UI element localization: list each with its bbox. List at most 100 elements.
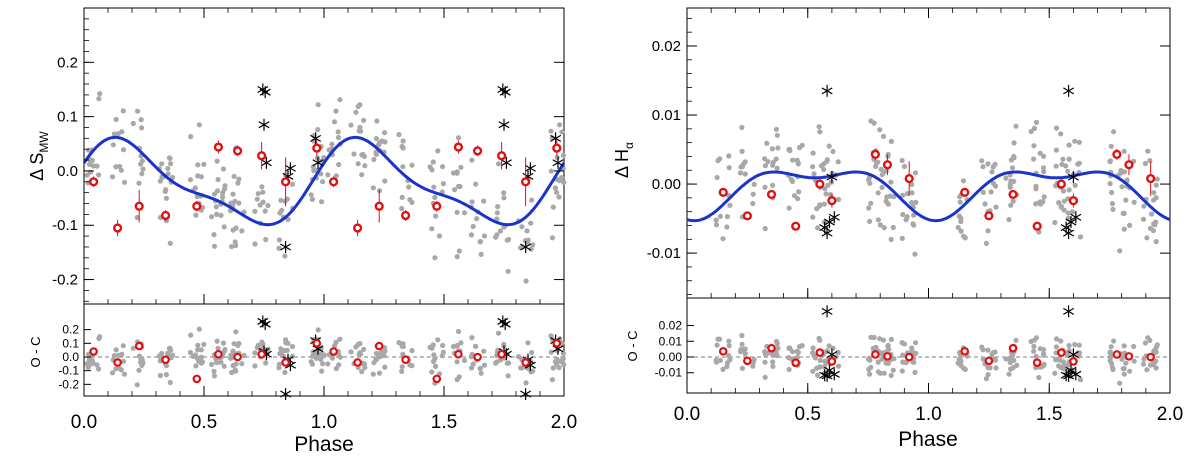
- gray-point: [163, 195, 169, 201]
- left-main-plot: -0.2 -0.1 0.0 0.1 0.2 Δ SMW: [27, 7, 567, 305]
- binned-point: [353, 223, 363, 233]
- gray-point: [239, 228, 245, 234]
- gray-point: [220, 194, 226, 200]
- residual-gray-point: [1053, 336, 1060, 342]
- residual-gray-point: [1054, 356, 1060, 362]
- gray-point: [561, 179, 567, 185]
- gray-point: [1003, 175, 1009, 181]
- gray-point: [958, 228, 964, 234]
- binned-point: [766, 189, 777, 200]
- residual-gray-point: [826, 343, 832, 349]
- gray-point: [96, 96, 102, 102]
- binned-point: [960, 187, 970, 197]
- residual-gray-point: [1142, 340, 1148, 346]
- gray-point: [548, 128, 554, 134]
- right-y-axis-label-sub: α: [622, 142, 636, 149]
- residual-gray-point: [888, 372, 894, 378]
- gray-point: [452, 187, 458, 193]
- gray-point: [1122, 169, 1128, 175]
- gray-point: [494, 210, 500, 216]
- residual-gray-point: [1131, 358, 1137, 364]
- left-residual-binned-points: [89, 339, 562, 384]
- gray-point: [478, 251, 484, 257]
- right-star-points: [819, 84, 1082, 240]
- residual-gray-point: [454, 359, 460, 365]
- binned-point: [88, 177, 99, 187]
- gray-point: [497, 228, 503, 234]
- residual-gray-point: [770, 363, 776, 369]
- gray-point: [879, 172, 885, 178]
- residual-gray-point: [1066, 348, 1072, 354]
- residual-gray-point: [375, 352, 382, 358]
- gray-point: [222, 183, 228, 189]
- gray-point: [714, 174, 720, 181]
- gray-point: [1031, 125, 1037, 131]
- residual-gray-point: [835, 349, 841, 355]
- gray-point: [113, 164, 119, 170]
- residual-gray-point: [400, 341, 406, 347]
- residual-gray-point: [470, 361, 476, 367]
- gray-point: [1065, 168, 1071, 174]
- left-residual-gray-points: [84, 326, 567, 388]
- gray-point: [1058, 204, 1064, 210]
- gray-point: [407, 197, 413, 203]
- gray-point: [1121, 148, 1127, 154]
- residual-gray-point: [890, 367, 896, 373]
- residual-gray-point: [193, 363, 199, 369]
- residual-binned-point: [1008, 343, 1018, 353]
- right-fit-curve: [686, 170, 1171, 223]
- gray-point: [957, 199, 963, 205]
- gray-point: [440, 164, 446, 170]
- gray-point: [888, 236, 894, 243]
- residual-gray-point: [739, 341, 745, 347]
- residual-gray-point: [473, 343, 479, 349]
- residual-gray-point: [774, 341, 780, 347]
- residual-gray-point: [399, 368, 405, 374]
- residual-binned-point: [1032, 358, 1042, 367]
- star-point: [258, 118, 270, 131]
- residual-star-point: [828, 368, 840, 381]
- gray-point: [909, 200, 915, 206]
- gray-point: [86, 161, 93, 167]
- gray-point: [1121, 226, 1127, 232]
- residual-gray-point: [166, 345, 172, 351]
- gray-point: [559, 129, 565, 135]
- residual-gray-point: [134, 382, 140, 388]
- residual-star-point: [280, 388, 292, 400]
- gray-point: [727, 202, 733, 208]
- gray-point: [990, 164, 996, 170]
- gray-point: [168, 161, 174, 167]
- gray-point: [454, 209, 460, 215]
- gray-point: [879, 184, 885, 191]
- gray-point: [121, 179, 128, 185]
- gray-point: [762, 226, 768, 232]
- x-tick-label: 1.0: [311, 412, 337, 433]
- gray-point: [762, 163, 769, 169]
- gray-point: [824, 157, 831, 163]
- gray-point: [556, 194, 562, 200]
- binned-point: [453, 142, 464, 152]
- residual-gray-point: [120, 343, 126, 349]
- residual-gray-point: [548, 333, 554, 339]
- residual-gray-point: [336, 362, 342, 368]
- y-tick-label: -0.1: [52, 217, 78, 234]
- residual-gray-point: [810, 368, 816, 374]
- gray-point: [519, 224, 525, 230]
- residual-y-tick-label: 0.00: [659, 350, 683, 364]
- x-tick-label: 1.5: [1036, 404, 1062, 425]
- binned-point: [1068, 196, 1079, 206]
- gray-point: [1041, 153, 1047, 159]
- gray-point: [715, 158, 721, 164]
- residual-gray-point: [525, 340, 531, 346]
- gray-point: [481, 198, 487, 204]
- right-residual-plot: -0.01 0.00 0.010.02 O - C: [625, 297, 1171, 394]
- gray-point: [315, 102, 321, 108]
- star-point: [260, 156, 272, 169]
- gray-point: [796, 189, 802, 195]
- gray-point: [1008, 202, 1014, 208]
- gray-point: [1060, 156, 1066, 162]
- gray-point: [262, 208, 268, 214]
- residual-binned-point: [960, 347, 970, 356]
- residual-gray-point: [115, 352, 121, 358]
- gray-point: [762, 156, 768, 162]
